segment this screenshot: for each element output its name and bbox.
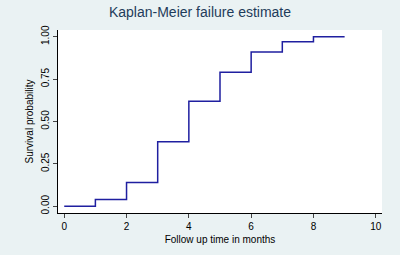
svg-text:0.50: 0.50 xyxy=(40,110,51,130)
svg-text:0.00: 0.00 xyxy=(40,195,51,215)
svg-text:0.25: 0.25 xyxy=(40,152,51,172)
svg-text:Survival probability: Survival probability xyxy=(24,80,35,164)
svg-text:1.00: 1.00 xyxy=(40,25,51,45)
svg-text:0.75: 0.75 xyxy=(40,67,51,87)
svg-text:0: 0 xyxy=(61,221,67,232)
svg-text:8: 8 xyxy=(311,221,317,232)
svg-text:6: 6 xyxy=(248,221,254,232)
svg-text:Kaplan-Meier failure estimate: Kaplan-Meier failure estimate xyxy=(109,4,291,20)
svg-text:4: 4 xyxy=(186,221,192,232)
svg-text:2: 2 xyxy=(124,221,130,232)
svg-text:Follow up time in months: Follow up time in months xyxy=(165,234,276,245)
svg-text:10: 10 xyxy=(370,221,382,232)
